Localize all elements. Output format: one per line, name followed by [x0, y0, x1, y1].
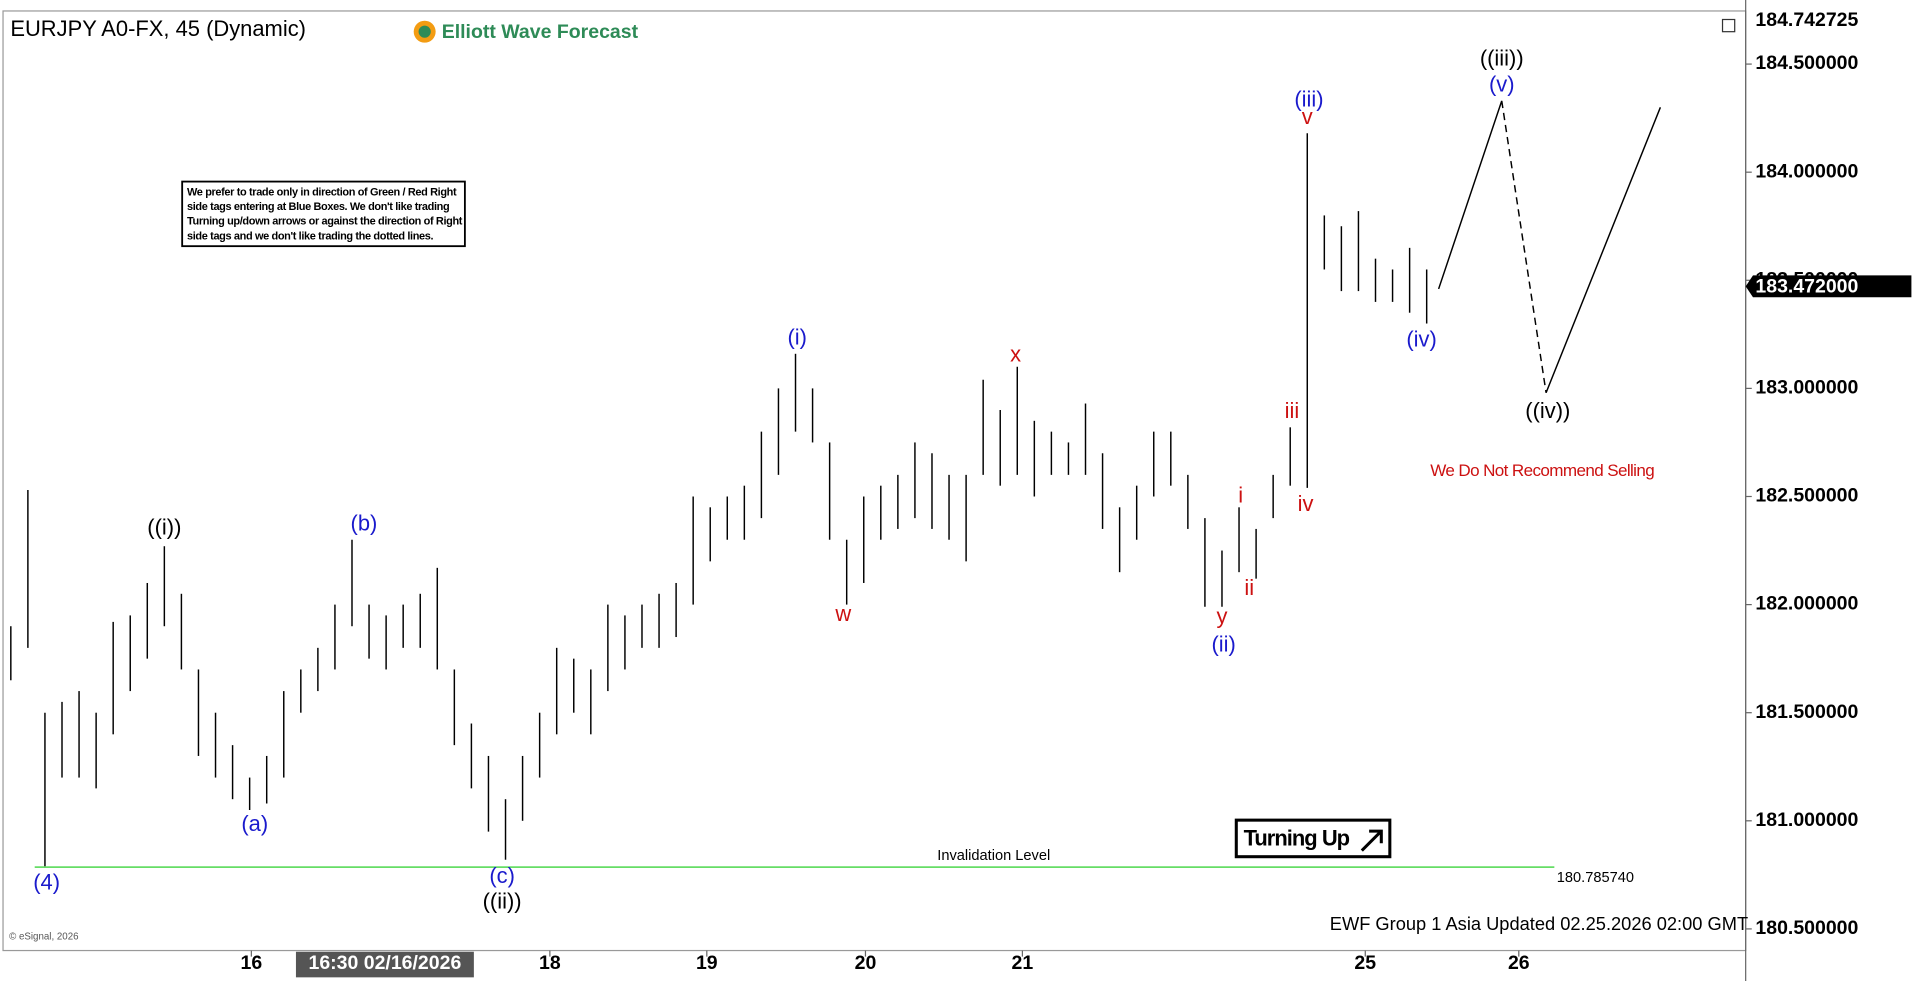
signal-box: Turning Up [1234, 818, 1392, 859]
signal-arrow [1360, 829, 1383, 852]
wave-label: x [1010, 342, 1021, 367]
chart-title: EURJPY A0-FX, 45 (Dynamic) [10, 16, 306, 41]
wave-label: iv [1298, 491, 1314, 516]
wave-label: ((iv)) [1525, 398, 1570, 423]
y-tick-label: 184.000000 [1755, 160, 1858, 182]
top-price-label: 184.742725 [1755, 9, 1858, 31]
invalidation-value: 180.785740 [1557, 870, 1634, 886]
wave-label: (iv) [1406, 327, 1436, 352]
projection-line [1437, 100, 1503, 290]
wave-label: (ii) [1212, 631, 1236, 656]
signal-frame [1234, 818, 1392, 859]
projection-line [1501, 100, 1547, 393]
x-tick-label: 21 [1012, 952, 1034, 974]
wave-label: (a) [241, 811, 268, 836]
wave-label: (4) [33, 869, 60, 894]
wave-label: ((ii)) [483, 889, 522, 914]
last-price-label: 183.472000 [1755, 276, 1858, 298]
disclaimer-line: We prefer to trade only in direction of … [187, 186, 457, 198]
logo-text: Elliott Wave Forecast [442, 21, 639, 43]
disclaimer-line: Turning up/down arrows or against the di… [187, 216, 463, 228]
y-tick-label: 182.000000 [1755, 593, 1858, 615]
x-tick-label: 19 [696, 952, 718, 974]
invalidation-text: Invalidation Level [937, 848, 1050, 864]
wave-label: w [834, 601, 851, 626]
wave-label: y [1216, 603, 1227, 628]
copyright: © eSignal, 2026 [9, 932, 78, 943]
date-tag-label: 16:30 02/16/2026 [309, 952, 462, 974]
disclaimer-line: side tags entering at Blue Boxes. We don… [187, 201, 449, 213]
y-tick-label: 181.500000 [1755, 701, 1858, 723]
wave-label: ii [1244, 575, 1254, 600]
last-price-tag [1745, 275, 1912, 298]
x-tick-label: 16 [241, 952, 263, 974]
recommendation: We Do Not Recommend Selling [1430, 461, 1654, 480]
wave-label: (iii) [1294, 87, 1323, 112]
y-tick-label: 180.500000 [1755, 917, 1858, 939]
x-tick-label: 18 [539, 952, 561, 974]
x-tick-label: 26 [1508, 952, 1530, 974]
wave-label: (b) [351, 510, 378, 535]
y-tick-label: 183.000000 [1755, 377, 1858, 399]
x-tick-label: 25 [1354, 952, 1376, 974]
y-tick-label: 184.500000 [1755, 52, 1858, 74]
y-tick-label: 181.000000 [1755, 809, 1858, 831]
projection-line [1545, 107, 1662, 393]
wave-label: iii [1285, 398, 1300, 423]
disclaimer-box [181, 180, 466, 248]
wave-label: ((iii)) [1480, 46, 1524, 71]
wave-label: (c) [489, 863, 515, 888]
logo: Elliott Wave Forecast [413, 20, 639, 43]
window-icon [1721, 18, 1736, 33]
x-tick-label: 20 [855, 952, 877, 974]
signal-text: Turning Up [1244, 825, 1350, 850]
wave-label: i [1238, 482, 1243, 507]
wave-label: (v) [1489, 71, 1515, 96]
disclaimer: We prefer to trade only in direction of … [187, 186, 463, 242]
footer: EWF Group 1 Asia Updated 02.25.2026 02:0… [1330, 913, 1748, 934]
wave-label: (i) [787, 324, 806, 349]
y-tick-label: 182.500000 [1755, 485, 1858, 507]
date-tag-box [295, 951, 474, 978]
logo-icon-inner [418, 25, 431, 38]
disclaimer-line: side tags and we don't like trading the … [187, 230, 433, 242]
wave-label: ((i)) [147, 515, 181, 540]
wave-label: v [1302, 104, 1313, 129]
